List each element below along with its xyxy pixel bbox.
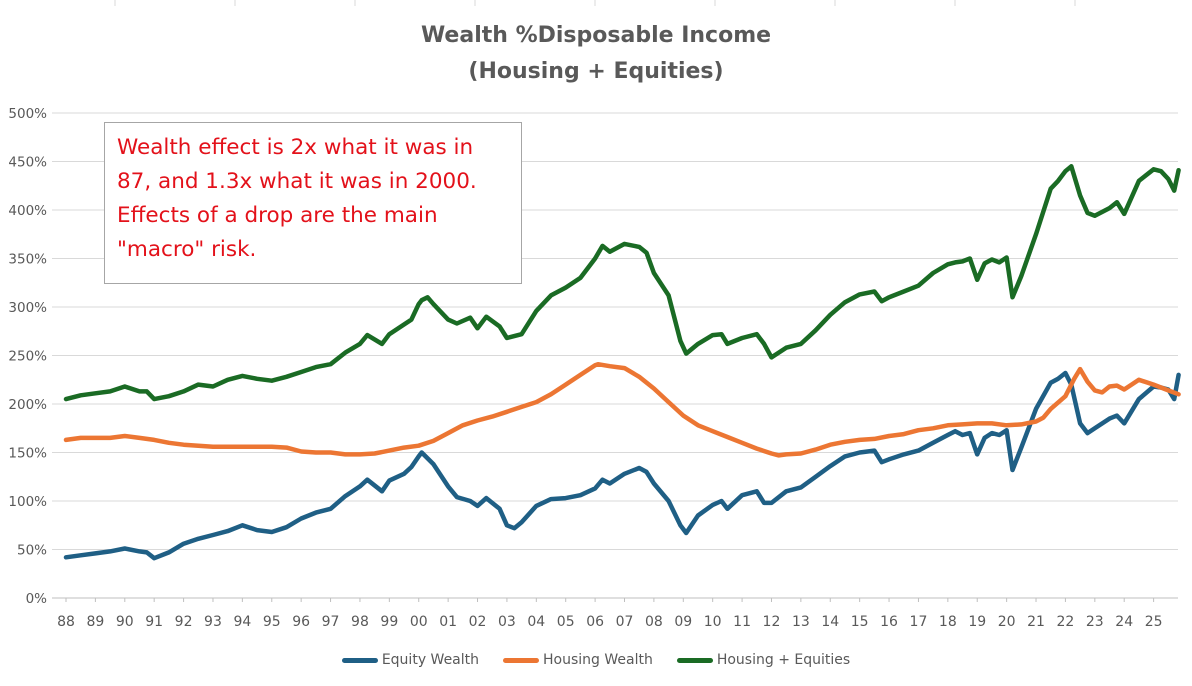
x-tick-label: 16 <box>880 614 898 630</box>
annotation-line: Wealth effect is 2x what it was in <box>117 135 474 160</box>
x-tick-label: 98 <box>351 614 369 630</box>
x-tick-label: 91 <box>145 614 163 630</box>
y-tick-label: 300% <box>8 300 47 316</box>
x-tick-label: 14 <box>821 614 839 630</box>
y-tick-label: 500% <box>8 106 47 122</box>
x-tick-label: 22 <box>1057 614 1075 630</box>
chart-subtitle: (Housing + Equities) <box>468 59 724 84</box>
y-tick-label: 250% <box>8 349 47 365</box>
legend-swatch-equity <box>341 657 378 663</box>
legend-swatch-total <box>676 657 713 663</box>
x-tick-label: 05 <box>557 614 575 630</box>
x-tick-label: 01 <box>439 614 457 630</box>
x-tick-label: 08 <box>645 614 663 630</box>
legend-item-total[interactable]: Housing + Equities <box>676 652 851 668</box>
x-tick-label: 89 <box>86 614 104 630</box>
x-tick-label: 11 <box>733 614 751 630</box>
annotation-line: "macro" risk. <box>117 237 257 262</box>
legend-label: Housing Wealth <box>543 652 653 668</box>
x-tick-label: 13 <box>792 614 810 630</box>
y-axis: 0% 50% 100% 150% 200% 250% 300% 350% 400% 450% 500… <box>8 106 47 607</box>
x-tick-label: 94 <box>233 614 251 630</box>
chart-series <box>63 164 1181 561</box>
x-tick-label: 93 <box>204 614 222 630</box>
x-tick-label: 96 <box>292 614 310 630</box>
y-tick-label: 150% <box>8 446 47 462</box>
annotation-line: 87, and 1.3x what it was in 2000. <box>117 169 477 194</box>
x-axis: 88 89 90 91 92 93 94 95 96 97 98 99 00 01 02 03 04 05 06 07… <box>57 598 1163 630</box>
x-tick-label: 04 <box>527 614 545 630</box>
x-tick-label: 00 <box>410 614 428 630</box>
series-line-equity-wealth <box>63 370 1181 561</box>
x-tick-label: 02 <box>469 614 487 630</box>
x-tick-label: 15 <box>851 614 869 630</box>
x-tick-label: 92 <box>175 614 193 630</box>
x-tick-label: 97 <box>322 614 340 630</box>
x-tick-label: 99 <box>380 614 398 630</box>
x-tick-label: 17 <box>910 614 928 630</box>
x-tick-label: 03 <box>498 614 516 630</box>
x-tick-label: 90 <box>116 614 134 630</box>
y-tick-label: 50% <box>17 543 47 559</box>
legend-item-housing[interactable]: Housing Wealth <box>503 652 653 668</box>
x-tick-label: 09 <box>674 614 692 630</box>
y-tick-label: 100% <box>8 494 47 510</box>
y-tick-label: 400% <box>8 203 47 219</box>
y-tick-label: 350% <box>8 252 47 268</box>
x-tick-label: 88 <box>57 614 75 630</box>
x-tick-label: 20 <box>998 614 1016 630</box>
x-tick-label: 95 <box>263 614 281 630</box>
x-tick-label: 23 <box>1086 614 1104 630</box>
x-tick-label: 07 <box>616 614 634 630</box>
series-line-housing-wealth <box>63 361 1181 458</box>
legend-swatch-housing <box>503 657 540 663</box>
x-tick-label: 19 <box>968 614 986 630</box>
annotation-box: Wealth effect is 2x what it was in 87, a… <box>104 122 522 284</box>
chart-title: Wealth %Disposable Income <box>420 23 772 48</box>
legend-item-equity[interactable]: Equity Wealth <box>341 652 480 668</box>
chart-legend: Equity Wealth Housing Wealth Housing + E… <box>0 652 1192 668</box>
x-tick-label: 06 <box>586 614 604 630</box>
legend-label: Equity Wealth <box>381 652 480 668</box>
x-tick-label: 10 <box>704 614 722 630</box>
y-tick-label: 450% <box>8 155 47 171</box>
x-tick-label: 25 <box>1145 614 1163 630</box>
legend-label: Housing + Equities <box>716 652 851 668</box>
x-tick-label: 24 <box>1115 614 1133 630</box>
top-tick-marks <box>114 0 1076 6</box>
x-tick-label: 21 <box>1027 614 1045 630</box>
y-tick-label: 200% <box>8 397 47 413</box>
x-tick-label: 18 <box>939 614 957 630</box>
x-tick-label: 12 <box>763 614 781 630</box>
annotation-line: Effects of a drop are the main <box>117 203 438 228</box>
series-line-housing-equities <box>63 164 1181 402</box>
y-tick-label: 0% <box>26 591 48 607</box>
